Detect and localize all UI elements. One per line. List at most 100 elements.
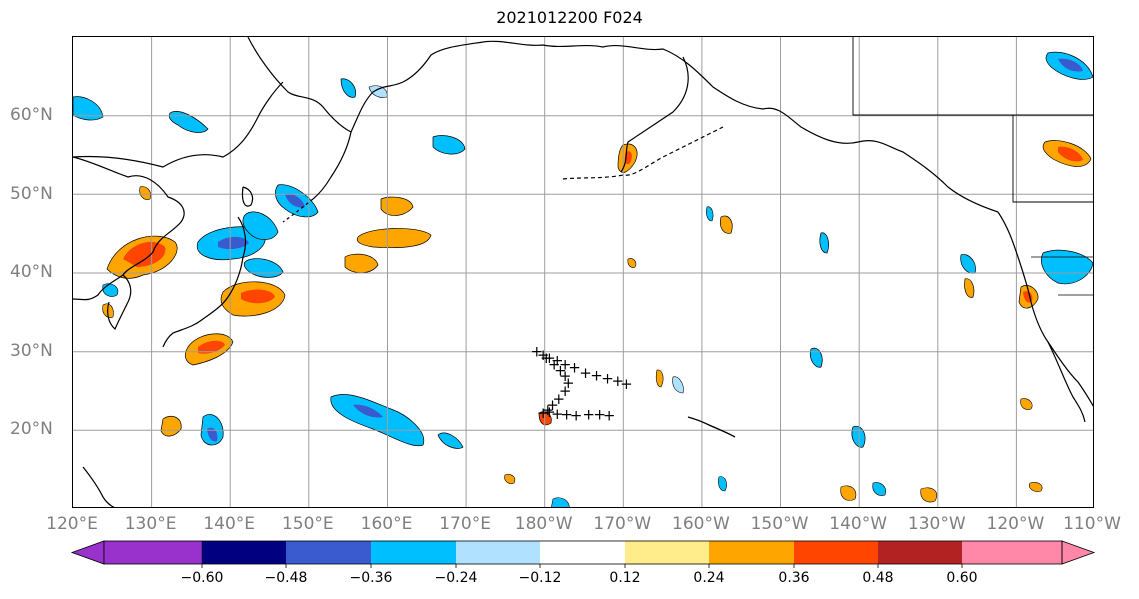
track-marker: + (559, 382, 572, 400)
colorbar-tick-label: 0.24 (693, 570, 725, 586)
anomaly-feature (551, 497, 570, 507)
colorbar-segment (286, 541, 371, 564)
colorbar-tick-label: 0.48 (862, 570, 894, 586)
anomaly-feature (655, 369, 664, 388)
track-marker: + (553, 390, 566, 408)
lat-label: 40°N (10, 262, 53, 282)
positive-anomaly-features (102, 140, 1092, 503)
colorbar-tick-label: −0.24 (434, 570, 478, 586)
anomaly-feature (718, 476, 727, 492)
track-marker: + (540, 349, 553, 367)
colorbar-segment (104, 541, 202, 564)
anomaly-feature (719, 215, 733, 234)
anomaly-feature (504, 474, 516, 484)
anomaly-feature (340, 78, 356, 98)
anomaly-feature (1029, 482, 1043, 492)
anomaly-feature (672, 376, 684, 394)
track-marker: + (543, 403, 556, 421)
colorbar-segment (709, 541, 794, 564)
anomaly-feature (872, 482, 886, 496)
colorbar-tick-label: −0.48 (264, 570, 308, 586)
anomaly-feature (380, 196, 414, 216)
anomaly-feature (627, 258, 637, 268)
anomaly-feature (437, 432, 464, 449)
track-marker: + (568, 358, 581, 376)
track-marker: + (537, 346, 550, 364)
anomaly-feature (840, 485, 857, 501)
map-canvas: +++++++++++++++++++++++++ +++ (73, 37, 1093, 507)
anomaly-feature (207, 427, 218, 442)
anomaly-feature (285, 193, 305, 208)
map-frame: + + + + + + + + + + + + + + + + + + + + + + + + + + + + (72, 36, 1094, 508)
colorbar-segment (540, 541, 625, 564)
lat-label: 20°N (10, 419, 53, 439)
colorbar-outline (103, 540, 1063, 565)
colorbar-segment (456, 541, 540, 564)
anomaly-feature (1020, 398, 1033, 410)
lon-label: 120°W (986, 514, 1045, 534)
colorbar-extend-high (1061, 540, 1096, 565)
coastlines (73, 37, 1093, 507)
track-marker: + (570, 406, 583, 424)
anomaly-feature (432, 135, 466, 155)
colorbar-tick-label: 0.36 (778, 570, 810, 586)
anomaly-feature (160, 415, 182, 437)
track-marker: + (554, 362, 567, 380)
colorbar-extend-low (70, 540, 105, 565)
track-marker: + (593, 406, 606, 424)
anomaly-feature (964, 278, 975, 298)
lon-label: 150°E (281, 514, 334, 534)
colorbar-tick-label: 0.12 (609, 570, 641, 586)
track-marker: + (531, 343, 544, 361)
lon-label: 140°E (203, 514, 256, 534)
track-marker: + (559, 367, 572, 385)
storm-track: +++++++++++++++++++++++++ +++ (531, 343, 633, 425)
anomaly-feature (356, 228, 432, 249)
colorbar-segment (962, 541, 1062, 564)
track-marker: + (551, 351, 564, 369)
anomaly-feature (819, 232, 829, 254)
colorbar-tick-label: −0.12 (518, 570, 562, 586)
track-marker: + (543, 349, 556, 367)
lon-label: 180°W (514, 514, 573, 534)
lon-label: 110°W (1063, 514, 1121, 534)
colorbar-tick-label: −0.60 (180, 570, 224, 586)
anomaly-feature (330, 394, 425, 447)
lon-label: 160°W (672, 514, 730, 534)
colorbar-tick-label: 0.60 (946, 570, 978, 586)
colorbar-segment (878, 541, 962, 564)
lat-label: 50°N (10, 184, 53, 204)
lon-label: 170°E (439, 514, 491, 534)
lon-label: 160°E (360, 514, 413, 534)
track-marker: + (590, 366, 603, 384)
colorbar-tick-label: −0.36 (349, 570, 393, 586)
track-marker: + (612, 372, 625, 390)
track-marker: + (601, 369, 614, 387)
anomaly-feature (73, 96, 104, 121)
track-marker: + (562, 374, 575, 392)
track-marker: + (537, 404, 550, 422)
colorbar-segment (794, 541, 878, 564)
track-marker: + (551, 405, 564, 423)
track-marker: + (620, 375, 633, 393)
anomaly-feature (218, 236, 249, 250)
lat-label: 30°N (10, 341, 53, 361)
colorbar-segment (371, 541, 456, 564)
lon-label: 120°E (46, 514, 98, 534)
lon-label: 150°W (750, 514, 809, 534)
track-marker: + (548, 355, 561, 373)
anomaly-feature (1058, 146, 1083, 162)
anomaly-feature (1041, 249, 1093, 285)
colorbar-segment (202, 541, 286, 564)
anomaly-feature (241, 289, 275, 304)
anomaly-feature (706, 206, 714, 222)
anomaly-feature (353, 404, 383, 418)
lat-label: 60°N (10, 105, 53, 125)
track-marker: + (582, 406, 595, 424)
track-marker: + (579, 364, 592, 382)
lon-label: 130°W (907, 514, 966, 534)
track-marker: + (542, 401, 555, 419)
anomaly-feature (344, 253, 379, 274)
anomaly-feature (198, 340, 225, 354)
